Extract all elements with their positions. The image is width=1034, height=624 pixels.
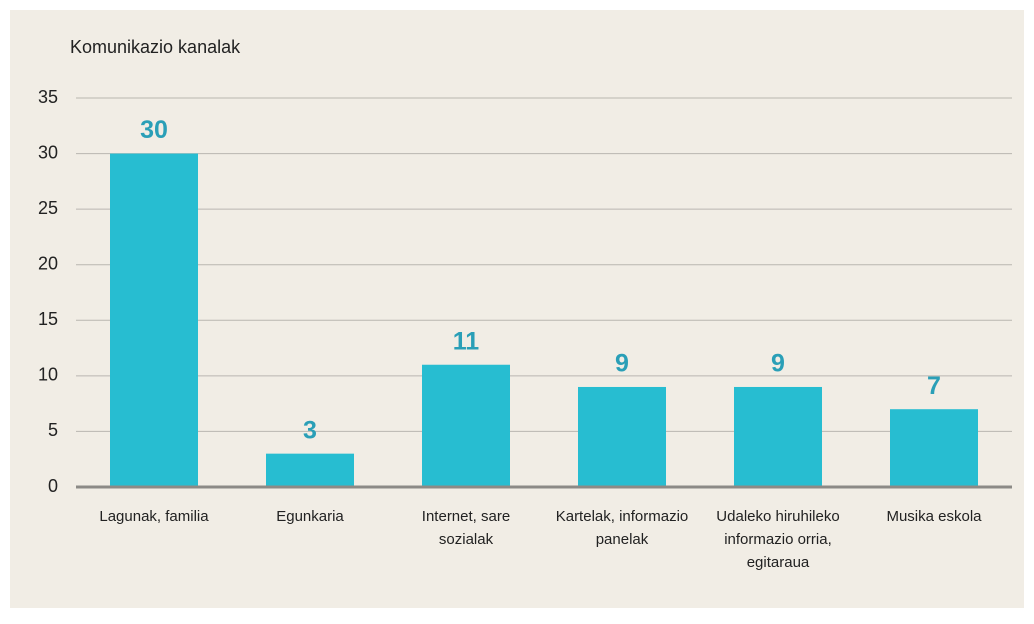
y-tick-label: 20 bbox=[38, 253, 58, 273]
chart-title: Komunikazio kanalak bbox=[70, 37, 241, 57]
value-label: 7 bbox=[927, 372, 941, 400]
y-tick-label: 15 bbox=[38, 309, 58, 329]
x-tick-label: Internet, sare sozialak bbox=[421, 508, 511, 548]
y-tick-label: 10 bbox=[38, 365, 58, 385]
x-tick-label: Kartelak, informazio panelak bbox=[555, 508, 689, 548]
x-tick-label: Lagunak, familia bbox=[99, 508, 209, 525]
y-tick-label: 35 bbox=[38, 87, 58, 107]
x-tick-label: Udaleko hiruhileko informazio orria, egi… bbox=[716, 508, 840, 571]
value-label: 11 bbox=[453, 327, 480, 355]
y-tick-label: 5 bbox=[48, 420, 58, 440]
y-tick-label: 25 bbox=[38, 198, 58, 218]
bar bbox=[734, 386, 822, 487]
x-tick-label: Musika eskola bbox=[886, 508, 982, 525]
y-tick-label: 30 bbox=[38, 142, 58, 162]
bar bbox=[422, 364, 510, 487]
value-label: 30 bbox=[140, 116, 168, 144]
value-label: 9 bbox=[615, 350, 629, 378]
bar bbox=[890, 409, 978, 487]
y-tick-label: 0 bbox=[48, 476, 58, 496]
bar bbox=[266, 453, 354, 487]
bar bbox=[578, 386, 666, 487]
x-tick-label: Egunkaria bbox=[276, 508, 344, 525]
bar bbox=[110, 153, 198, 488]
value-label: 9 bbox=[771, 350, 785, 378]
value-label: 3 bbox=[303, 416, 317, 444]
